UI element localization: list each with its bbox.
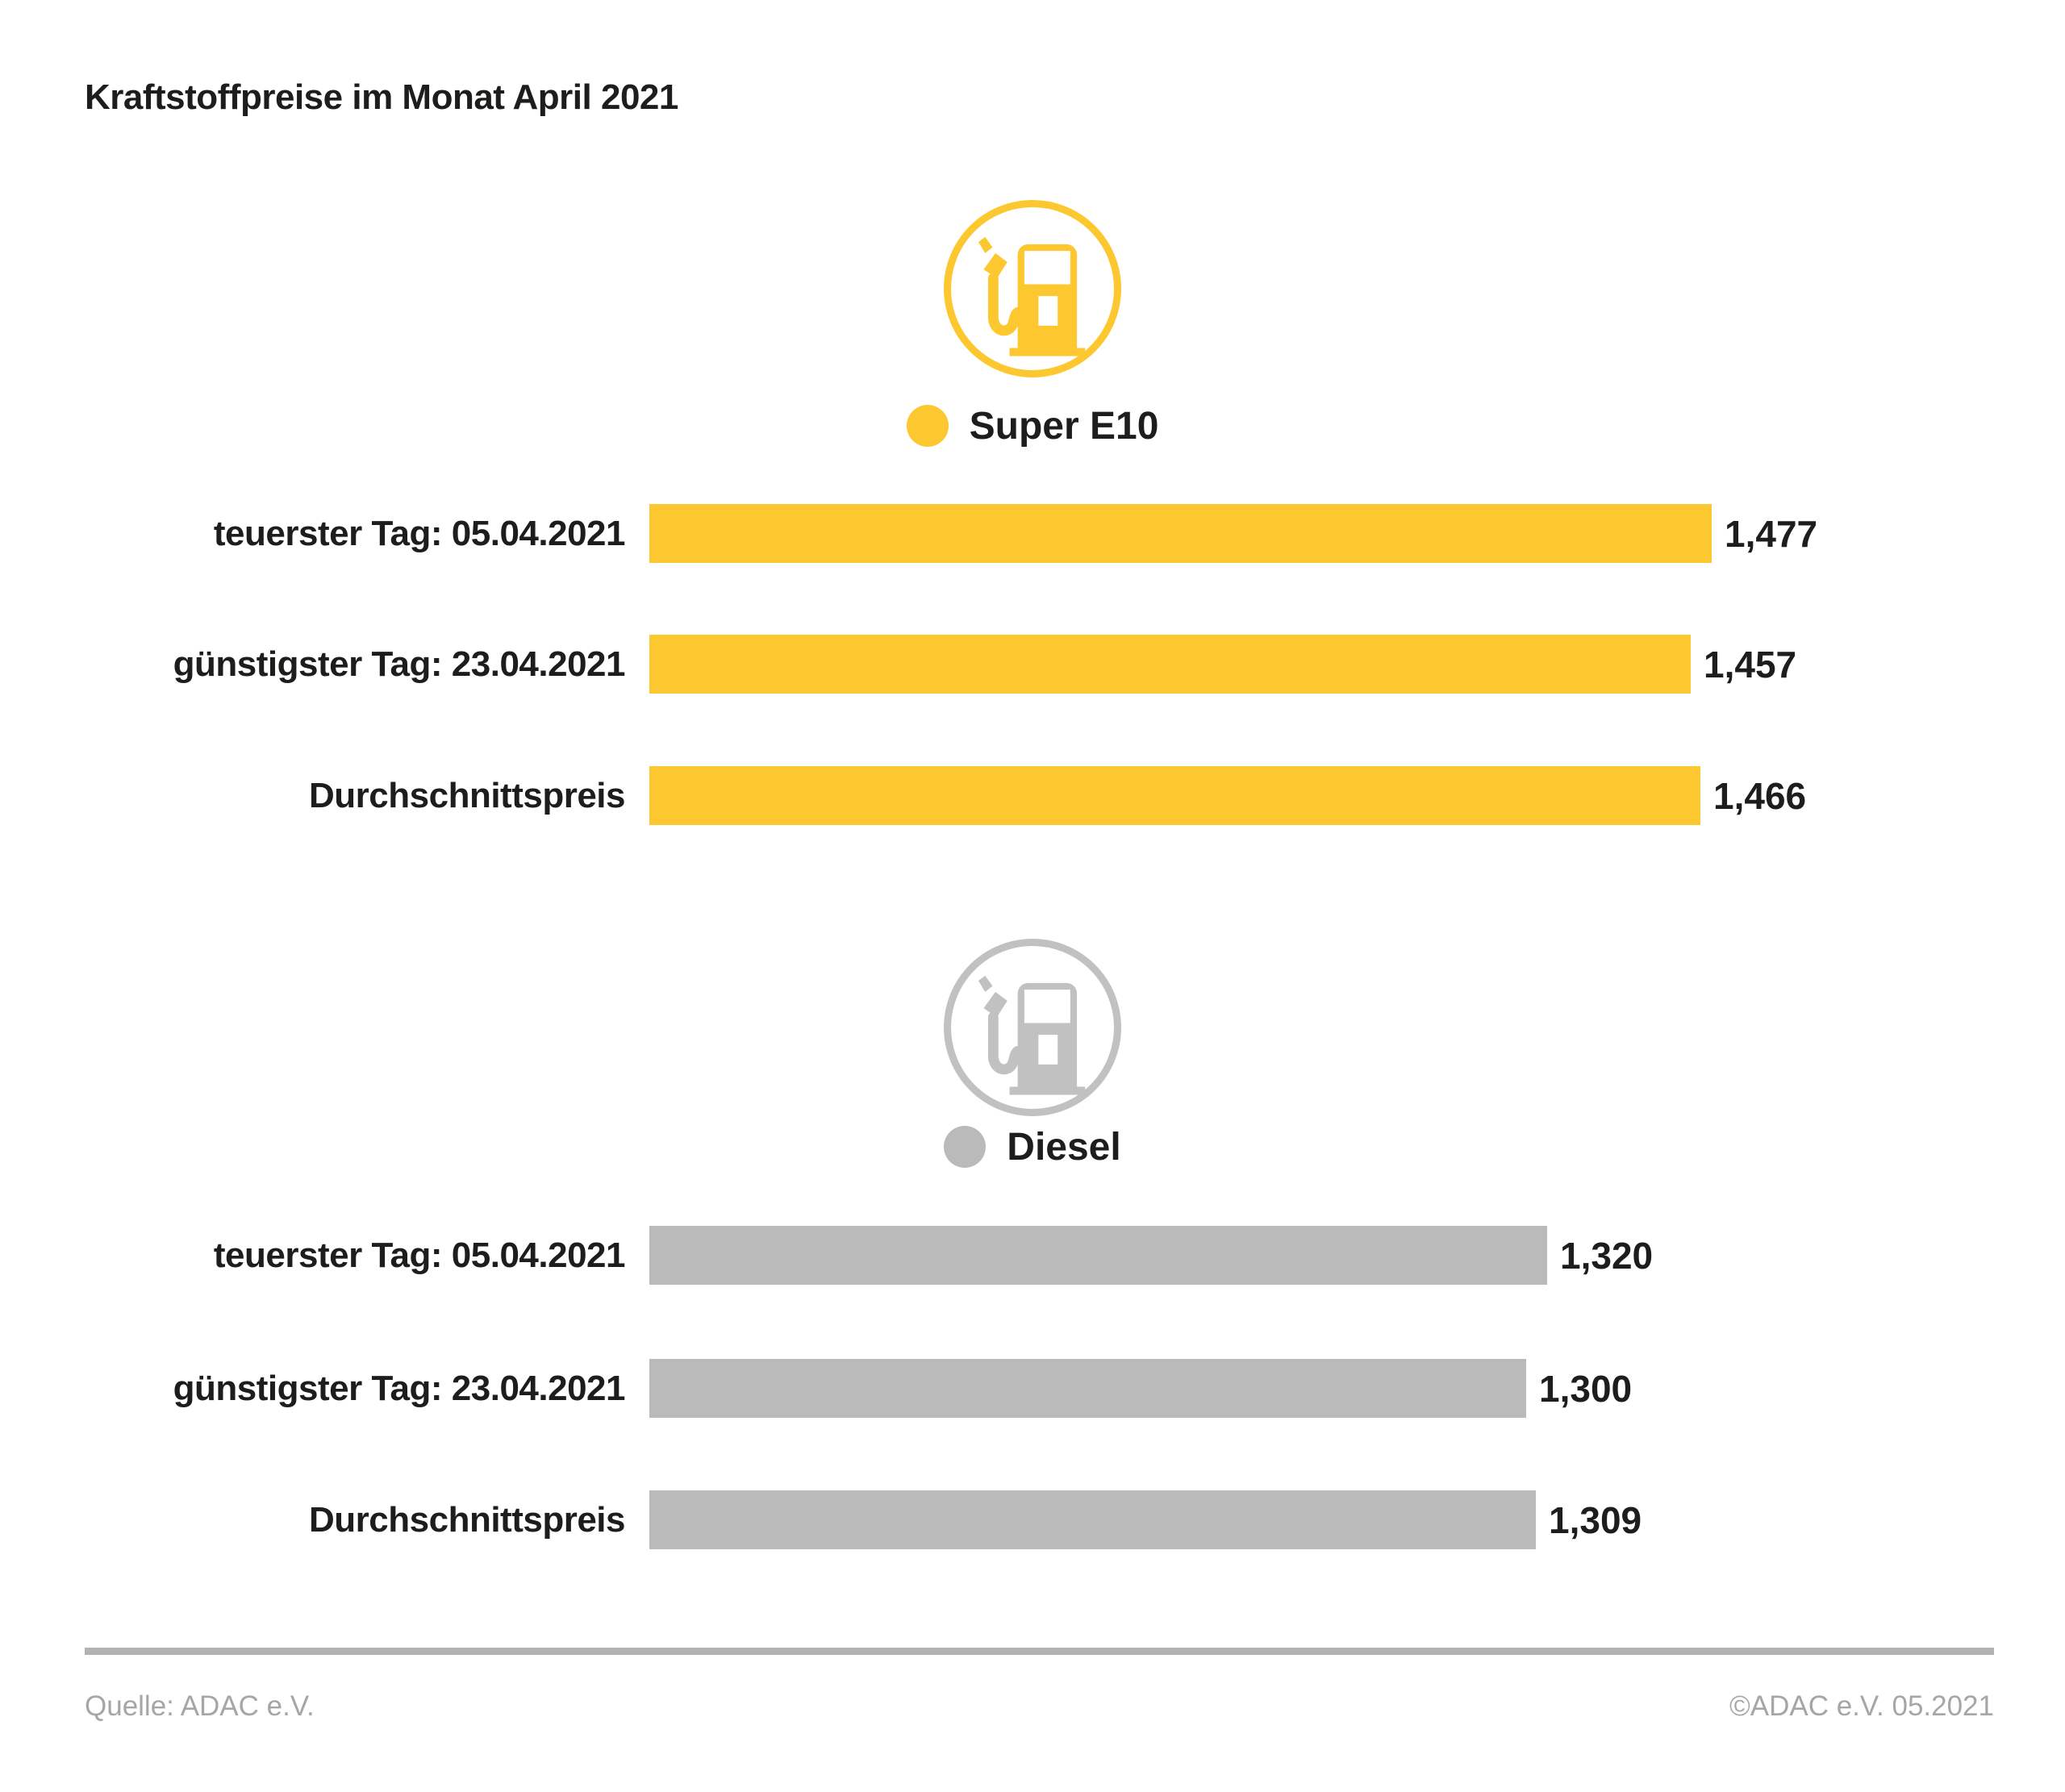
bar-value: 1,477 [1725, 512, 1818, 555]
bar-area: 1,309 [649, 1490, 2065, 1549]
bar-row-diesel-cheapest-day: günstigster Tag: 23.04.2021 1,300 [0, 1359, 2065, 1418]
bar-value: 1,309 [1549, 1498, 1642, 1541]
legend-label-diesel: Diesel [1007, 1125, 1121, 1169]
footer-copyright: ©ADAC e.V. 05.2021 [1729, 1690, 1994, 1722]
super-e10-fuel-pump-icon [944, 200, 1121, 377]
bar-row-diesel-average-price: Durchschnittspreis 1,309 [0, 1490, 2065, 1549]
bar-value: 1,466 [1713, 774, 1807, 817]
legend-label-super: Super E10 [969, 404, 1159, 448]
bar-value: 1,457 [1704, 643, 1797, 686]
bar-label: günstigster Tag: 23.04.2021 [173, 1368, 626, 1408]
bar-area: 1,477 [649, 504, 2065, 563]
bar-row-super-cheapest-day: günstigster Tag: 23.04.2021 1,457 [0, 635, 2065, 694]
chart-title: Kraftstoffpreise im Monat April 2021 [85, 77, 678, 117]
bar-area: 1,466 [649, 766, 2065, 825]
bar-super-average-price [649, 766, 1700, 825]
bar-super-cheapest-day [649, 635, 1691, 694]
legend-dot-diesel-icon [944, 1126, 987, 1168]
bar-label: Durchschnittspreis [309, 1499, 625, 1540]
bar-value: 1,320 [1560, 1234, 1654, 1277]
legend-dot-super-icon [906, 405, 949, 447]
bar-area: 1,320 [649, 1226, 2065, 1285]
legend-super-e10: Super E10 [0, 403, 2065, 448]
bar-value: 1,300 [1539, 1367, 1633, 1410]
bar-area: 1,300 [649, 1359, 2065, 1418]
bar-label: teuerster Tag: 05.04.2021 [213, 1235, 626, 1275]
legend-diesel: Diesel [0, 1124, 2065, 1169]
diesel-fuel-pump-icon [944, 939, 1121, 1116]
bar-diesel-average-price [649, 1490, 1536, 1549]
bar-row-super-expensive-day: teuerster Tag: 05.04.2021 1,477 [0, 504, 2065, 563]
bar-row-diesel-expensive-day: teuerster Tag: 05.04.2021 1,320 [0, 1226, 2065, 1285]
fuel-pump-icon [951, 946, 1114, 1109]
bar-row-super-average-price: Durchschnittspreis 1,466 [0, 766, 2065, 825]
bar-label: teuerster Tag: 05.04.2021 [213, 513, 626, 553]
bar-super-expensive-day [649, 504, 1712, 563]
bar-diesel-cheapest-day [649, 1359, 1526, 1418]
footer-divider [85, 1648, 1994, 1655]
footer-source: Quelle: ADAC e.V. [85, 1690, 315, 1722]
bar-label: günstigster Tag: 23.04.2021 [173, 644, 626, 684]
bar-area: 1,457 [649, 635, 2065, 694]
bar-label: Durchschnittspreis [309, 775, 625, 815]
fuel-pump-icon [951, 207, 1114, 370]
bar-diesel-expensive-day [649, 1226, 1547, 1285]
